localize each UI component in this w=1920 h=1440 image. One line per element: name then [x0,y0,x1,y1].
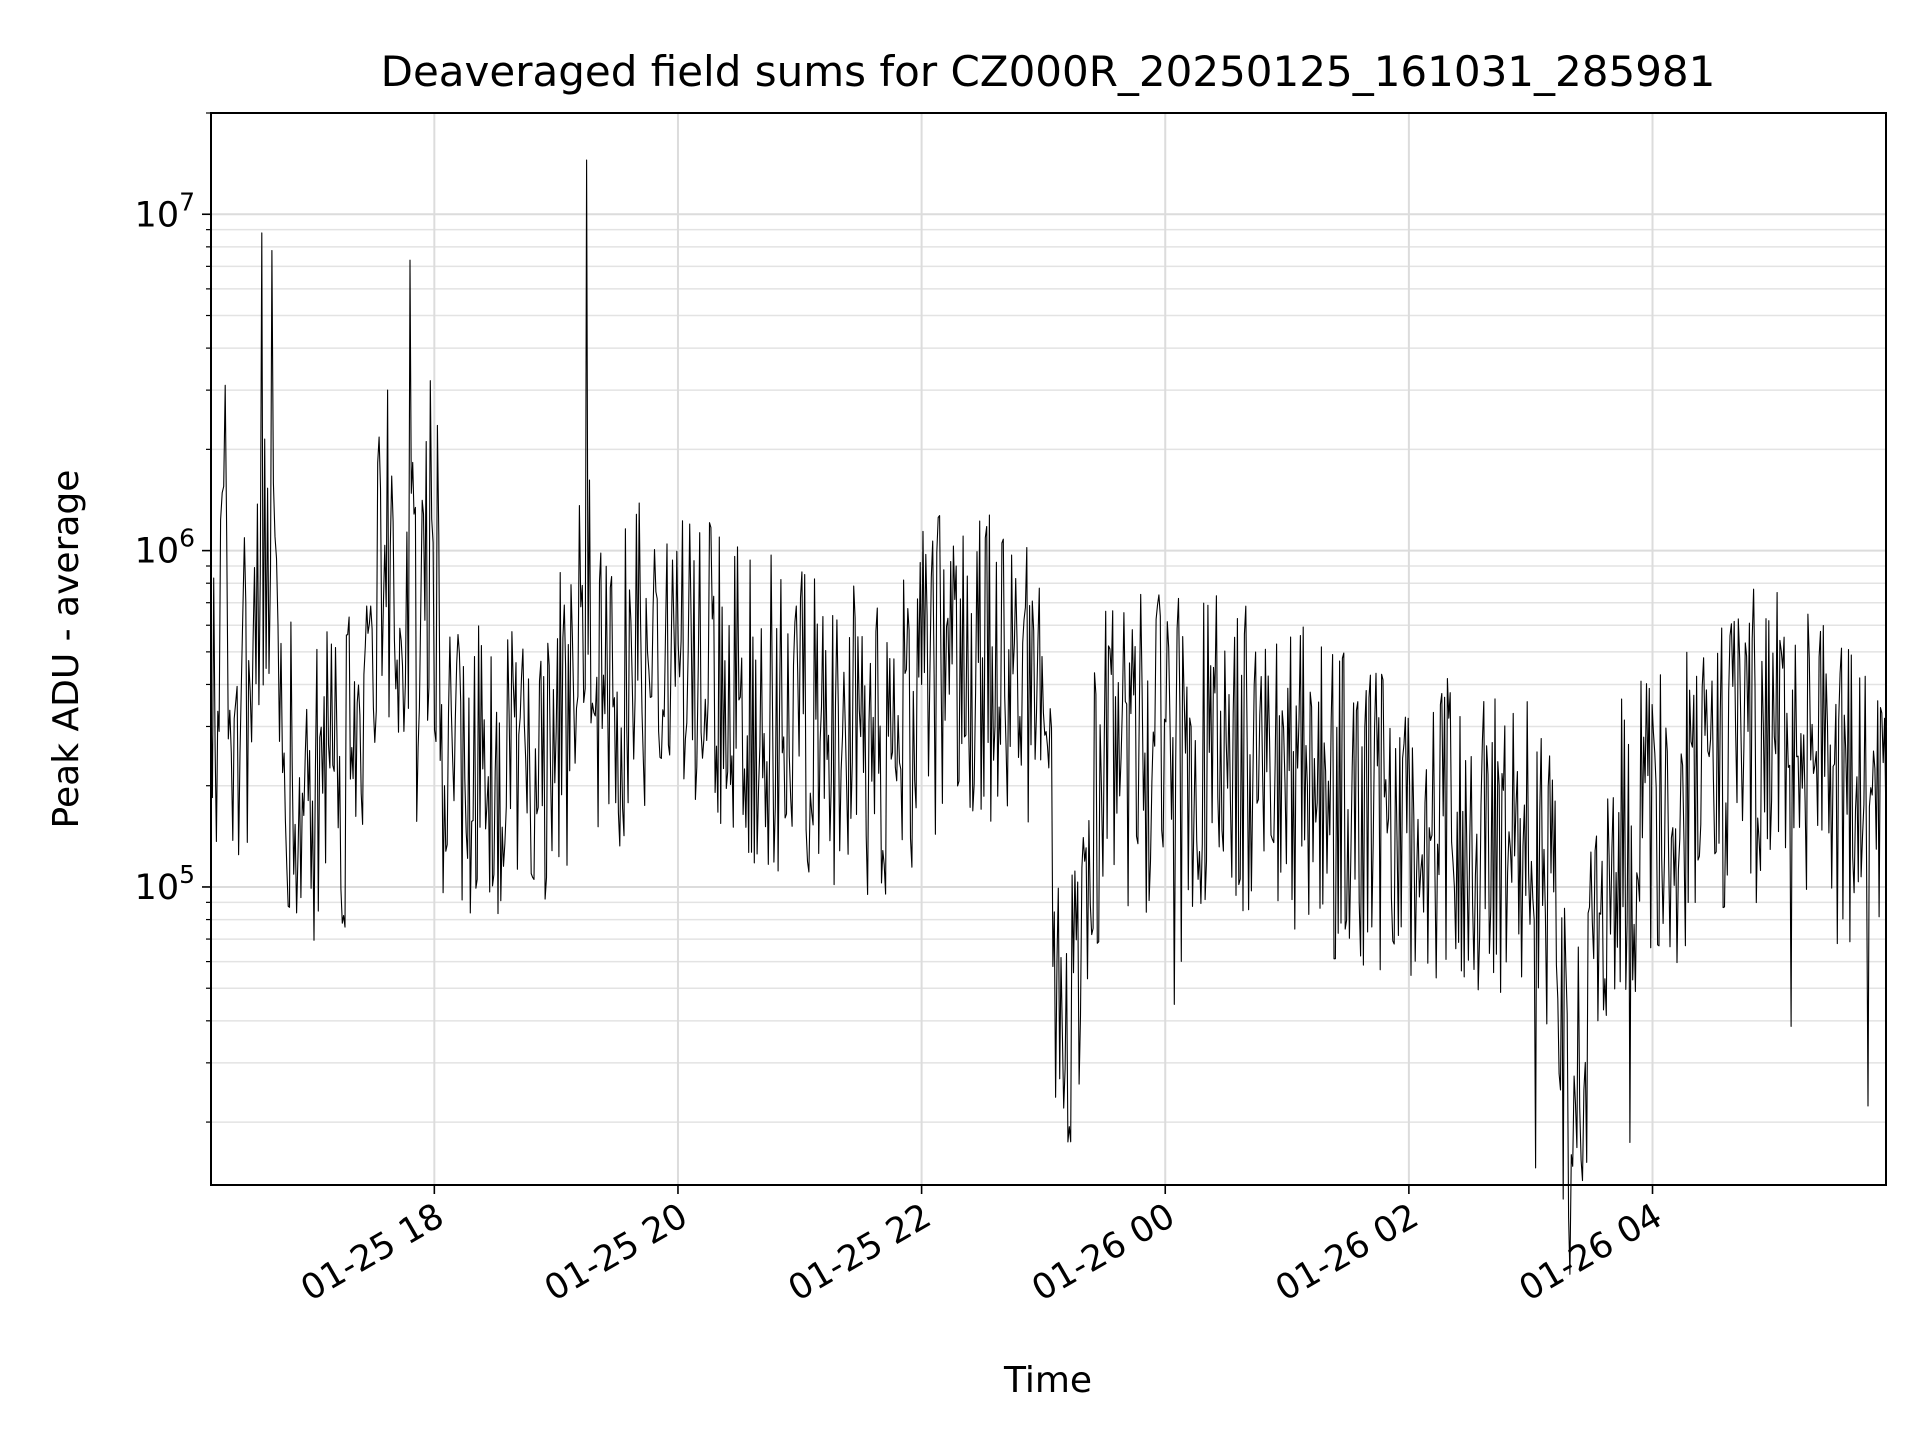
y-tick-label: 105 [135,860,195,908]
chart-title: Deaveraged field sums for CZ000R_2025012… [381,47,1716,96]
y-tick-label: 107 [135,187,195,235]
series-group [210,159,1887,1275]
series-line [210,159,1887,1275]
plot-frame [210,112,1887,1186]
y-axis-label: Peak ADU - average [46,470,87,829]
x-axis-label: Time [1003,1360,1092,1401]
y-tick-label: 106 [135,524,195,572]
